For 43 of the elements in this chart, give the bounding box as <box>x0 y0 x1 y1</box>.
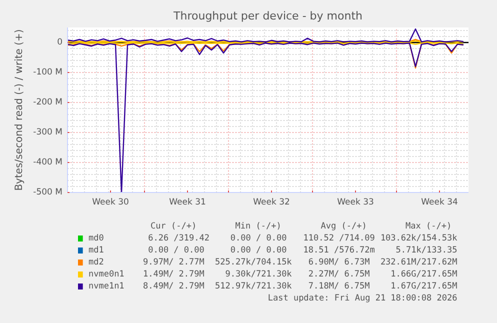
x-tick-label: Week 32 <box>253 198 290 208</box>
x-tick-label: Week 31 <box>169 198 206 208</box>
text: 6.90M/ 6.73M <box>308 258 370 268</box>
text: 9.30k/721.30k <box>225 270 292 280</box>
text: 0.00 / 0.00 <box>230 234 287 244</box>
legend-label: nvme1n1 <box>88 282 124 292</box>
legend-label: md2 <box>88 258 104 268</box>
text: 110.52 /714.09 <box>303 234 375 244</box>
text: 9.97M/ 2.77M <box>142 258 204 268</box>
y-tick-label: -100 M <box>33 68 62 78</box>
text: 8.49M/ 2.79M <box>142 282 204 292</box>
legend-label: md1 <box>88 246 104 256</box>
y-tick-label: 0 <box>57 38 63 48</box>
text: 1.49M/ 2.79M <box>142 270 204 280</box>
text: 1.66G/217.65M <box>390 270 458 280</box>
x-tick-label: Week 34 <box>421 198 458 208</box>
text: Cur (-/+) <box>150 222 197 232</box>
text: 1.67G/217.65M <box>390 282 458 292</box>
text: 103.62k/154.53k <box>380 234 458 244</box>
x-tick-label: Week 30 <box>92 198 129 208</box>
text: Avg (-/+) <box>320 222 367 232</box>
text: 7.18M/ 6.75M <box>308 282 370 292</box>
y-tick-label: -500 M <box>33 188 62 198</box>
text: 0.00 / 0.00 <box>148 246 204 256</box>
text: Min (-/+) <box>235 222 282 232</box>
y-axis-title: Bytes/second read (-) / write (+) <box>14 29 26 191</box>
chart-title: Throughput per device - by month <box>172 10 362 22</box>
text: 18.51 /576.72m <box>303 246 375 256</box>
text: 512.97k/721.30k <box>215 282 292 292</box>
y-tick-label: -400 M <box>33 158 62 168</box>
legend-label: md0 <box>88 234 104 244</box>
y-tick-label: -300 M <box>33 128 62 138</box>
text: Max (-/+) <box>406 222 452 232</box>
text: 2.27M/ 6.75M <box>308 270 370 280</box>
text: 232.61M/217.62M <box>380 258 458 268</box>
text: 5.71k/133.35 <box>396 246 458 256</box>
text: 6.26 /319.42 <box>148 234 210 244</box>
legend-label: nvme0n1 <box>88 270 124 280</box>
x-tick-label: Week 33 <box>337 198 374 208</box>
y-tick-label: -200 M <box>33 98 62 108</box>
text: 525.27k/704.15k <box>215 258 292 268</box>
text: 0.00 / 0.00 <box>230 246 287 256</box>
text: Last update: Fri Aug 21 18:00:08 2026 <box>268 294 458 304</box>
